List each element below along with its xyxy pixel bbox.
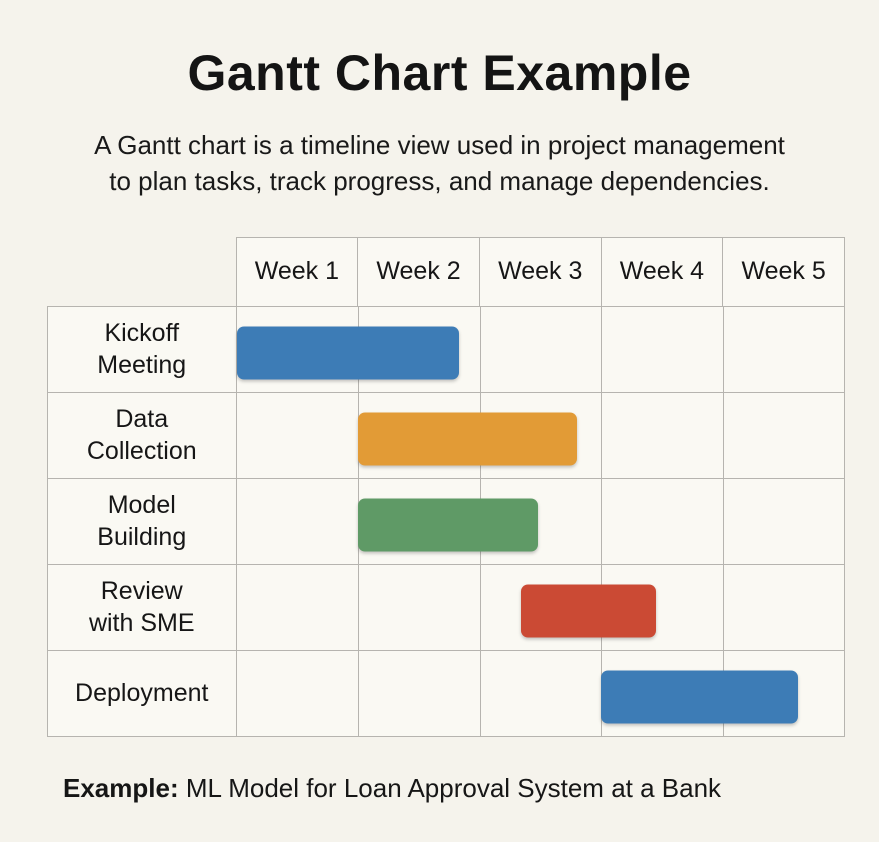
task-label: Review with SME — [47, 563, 237, 651]
caption-prefix: Example: — [63, 772, 179, 803]
task-label: Kickoff Meeting — [47, 305, 237, 393]
grid-line — [722, 478, 724, 564]
header-week-cell: Week 2 — [357, 236, 480, 307]
grid-line — [479, 306, 481, 392]
header-week-cell: Week 1 — [235, 236, 359, 307]
gantt-bar — [601, 670, 798, 724]
grid-line — [601, 392, 602, 478]
task-timeline — [235, 563, 845, 651]
caption: Example: ML Model for Loan Approval Syst… — [63, 773, 879, 804]
task-timeline — [235, 649, 845, 737]
grid-line — [722, 392, 724, 478]
task-row: Kickoff Meeting — [47, 305, 845, 393]
grid-line — [722, 306, 724, 392]
grid-line — [601, 478, 602, 564]
gantt-bar — [358, 498, 538, 552]
task-row: Model Building — [47, 477, 845, 565]
grid-line — [358, 564, 359, 650]
grid-line — [722, 564, 724, 650]
header-week-cell: Week 4 — [600, 236, 724, 307]
grid-line — [479, 564, 481, 650]
header-week-cell: Week 5 — [722, 236, 845, 307]
header-week-cell: Week 3 — [478, 236, 602, 307]
grid-line — [479, 650, 481, 736]
header-corner-cell — [48, 237, 237, 306]
header-row: Week 1 Week 2 Week 3 Week 4 Week 5 — [48, 236, 845, 307]
gantt-chart: Week 1 Week 2 Week 3 Week 4 Week 5 Kickoff M… — [47, 236, 879, 737]
gantt-table: Week 1 Week 2 Week 3 Week 4 Week 5 Kickoff M… — [47, 236, 845, 737]
caption-text: ML Model for Loan Approval System at a B… — [178, 772, 722, 803]
subtitle: A Gantt chart is a timeline view used in… — [94, 130, 785, 196]
task-timeline — [235, 391, 845, 479]
task-timeline — [235, 305, 845, 393]
gantt-bar — [520, 584, 656, 638]
task-row: Data Collection — [47, 391, 845, 479]
task-row: Review with SME — [47, 563, 845, 651]
task-label: Deployment — [47, 649, 237, 737]
task-label: Data Collection — [47, 391, 237, 479]
task-row: Deployment — [47, 649, 845, 737]
grid-line — [358, 650, 359, 736]
gantt-body: Kickoff Meeting Data Collection Model Buil… — [47, 305, 845, 737]
grid-line — [601, 306, 602, 392]
task-timeline — [235, 477, 845, 565]
gantt-bar — [236, 326, 459, 380]
task-label: Model Building — [47, 477, 237, 565]
page-title: Gantt Chart Example — [187, 45, 692, 101]
gantt-bar — [358, 412, 577, 466]
